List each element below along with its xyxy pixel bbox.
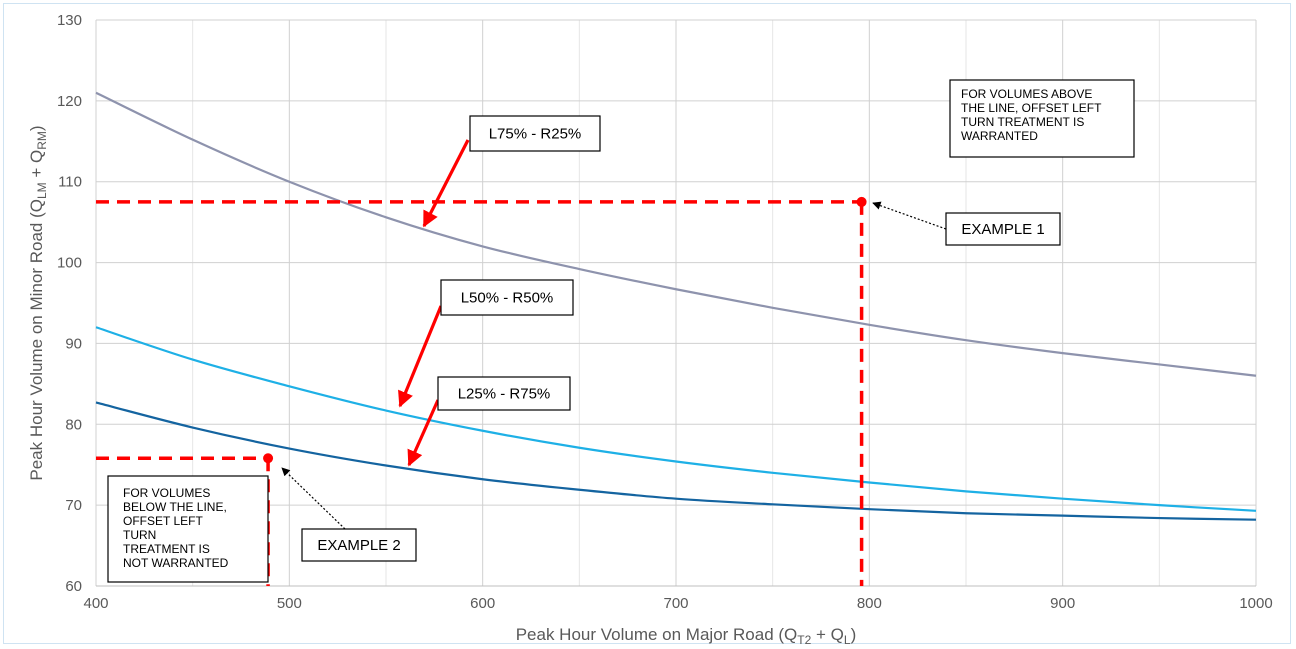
y-tick-label: 130	[57, 12, 82, 29]
x-tick-label: 1000	[1239, 595, 1272, 612]
example-1-label: EXAMPLE 1	[961, 221, 1044, 238]
note-below-box	[107, 475, 269, 583]
callout-arrow-1	[422, 139, 470, 228]
note-above-line: THE LINE, OFFSET LEFT	[961, 101, 1102, 115]
x-tick-label: 600	[470, 595, 495, 612]
example-1-point	[856, 196, 867, 207]
y-tick-label: 100	[57, 255, 82, 272]
x-tick-label: 500	[277, 595, 302, 612]
note-below-line: OFFSET LEFT	[123, 514, 203, 528]
example-1-box	[945, 212, 1061, 246]
note-above-line: TURN TREATMENT IS	[961, 115, 1084, 129]
series-line-3	[95, 401, 1257, 521]
series-line-2	[95, 326, 1257, 512]
x-tick-label: 700	[663, 595, 688, 612]
series-label-2: L50% - R50%	[461, 290, 554, 307]
y-tick-label: 70	[65, 497, 82, 514]
example-2-point	[263, 453, 274, 464]
callout-arrow-2	[398, 305, 443, 408]
y-tick-label: 80	[65, 416, 82, 433]
series-label-1: L75% - R25%	[489, 126, 582, 143]
callout-box-3	[437, 376, 571, 411]
example-2-pointer	[281, 467, 346, 530]
callout-box-2	[440, 279, 574, 316]
y-tick-label: 110	[58, 174, 82, 191]
note-above-line: FOR VOLUMES ABOVE	[961, 87, 1092, 101]
callout-box-1	[469, 115, 601, 152]
series-line-1	[95, 91, 1257, 377]
x-tick-label: 400	[83, 595, 108, 612]
callout-arrow-3	[407, 399, 440, 467]
x-tick-label: 900	[1050, 595, 1075, 612]
note-below-line: TURN	[123, 528, 156, 542]
example-1-pointer	[872, 201, 947, 230]
x-tick-label: 800	[857, 595, 882, 612]
note-below-line: BELOW THE LINE,	[123, 500, 227, 514]
example-2-label: EXAMPLE 2	[317, 537, 400, 554]
note-below-line: TREATMENT IS	[123, 542, 210, 556]
note-below-line: FOR VOLUMES	[123, 486, 210, 500]
note-above-line: WARRANTED	[961, 129, 1038, 143]
y-tick-label: 90	[65, 335, 82, 352]
y-axis-title: Peak Hour Volume on Minor Road (QLM + QR…	[27, 125, 49, 480]
note-below-line: NOT WARRANTED	[123, 556, 229, 570]
series-label-3: L25% - R75%	[458, 386, 551, 403]
y-tick-label: 120	[57, 93, 82, 110]
x-axis-title: Peak Hour Volume on Major Road (QT2 + QL…	[516, 625, 857, 647]
note-above-box	[949, 79, 1135, 158]
example-2-box	[301, 528, 417, 562]
y-tick-label: 60	[65, 578, 82, 595]
